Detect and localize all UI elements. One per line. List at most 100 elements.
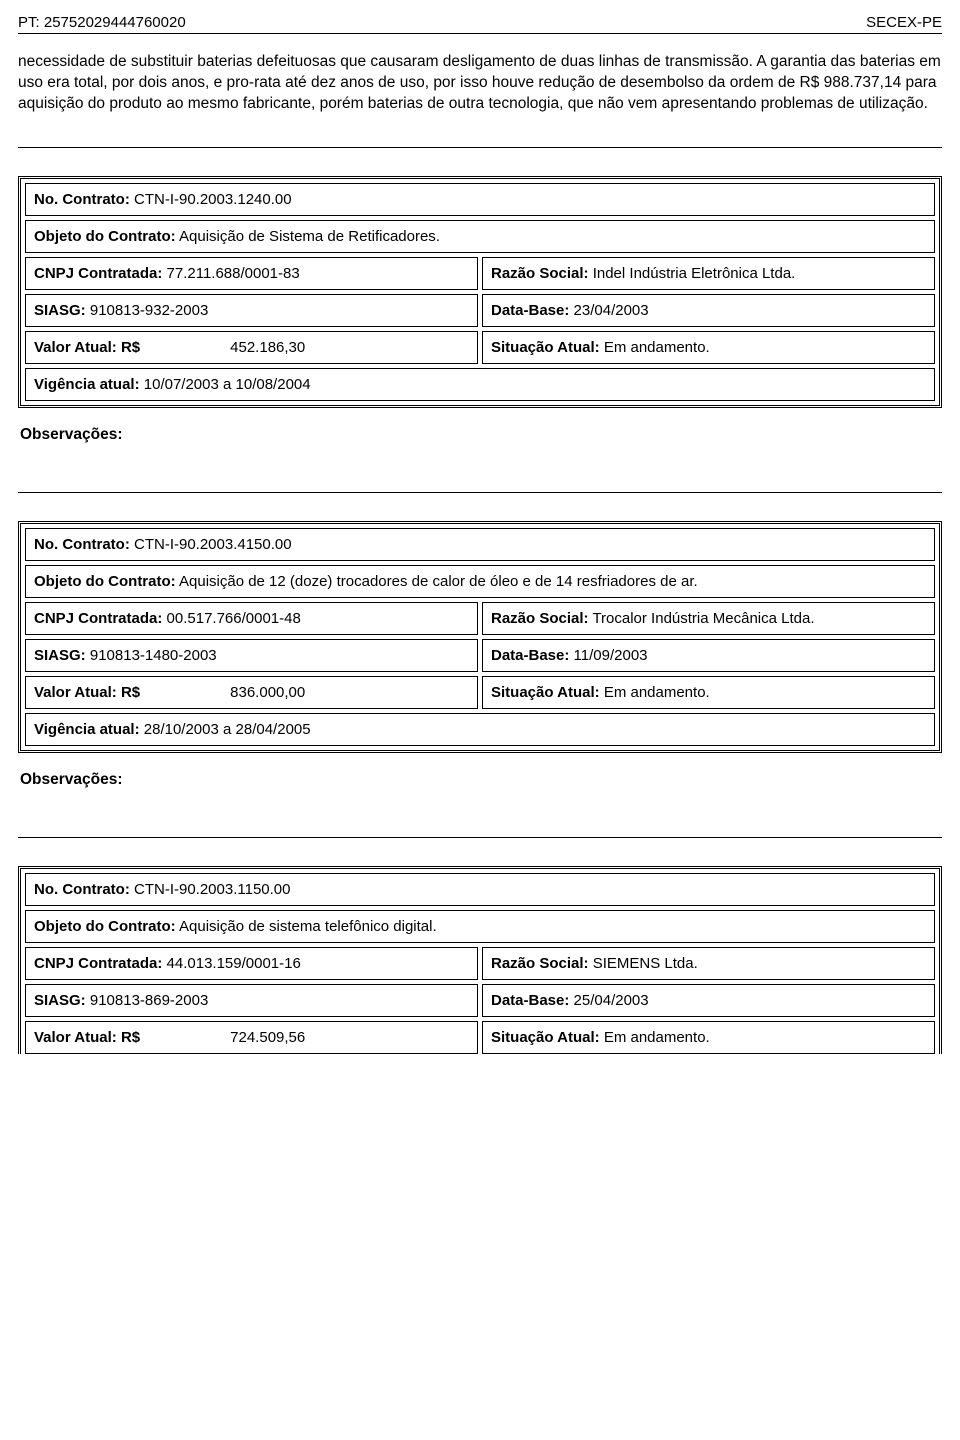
cnpj-razao-row: CNPJ Contratada: 00.517.766/0001-48 Razã… [25,602,935,635]
data-base-label: Data-Base: [491,992,569,1009]
cnpj-label: CNPJ Contratada: [34,265,162,282]
siasg-cell: SIASG: 910813-932-2003 [25,294,478,327]
cnpj-razao-row: CNPJ Contratada: 77.211.688/0001-83 Razã… [25,257,935,290]
section-separator [18,147,942,148]
siasg-databse-row: SIASG: 910813-1480-2003 Data-Base: 11/09… [25,639,935,672]
valor-label: Valor Atual: R$ [34,684,140,701]
page-header: PT: 25752029444760020 SECEX-PE [18,14,942,34]
valor-situacao-row: Valor Atual: R$ 836.000,00 Situação Atua… [25,676,935,709]
contract-object-label: Objeto do Contrato: [34,918,176,935]
situacao-label: Situação Atual: [491,1029,600,1046]
valor-cell: Valor Atual: R$ 836.000,00 [25,676,478,709]
header-right: SECEX-PE [866,14,942,31]
vigencia-value: 10/07/2003 a 10/08/2004 [144,376,311,393]
data-base-cell: Data-Base: 25/04/2003 [482,984,935,1017]
header-left: PT: 25752029444760020 [18,14,186,31]
cnpj-cell: CNPJ Contratada: 00.517.766/0001-48 [25,602,478,635]
contract-number-cell: No. Contrato: CTN-I-90.2003.4150.00 [25,528,935,561]
contract-number-label: No. Contrato: [34,191,130,208]
observacoes-heading: Observações: [20,426,942,444]
siasg-label: SIASG: [34,302,86,319]
data-base-label: Data-Base: [491,647,569,664]
valor-label: Valor Atual: R$ [34,1029,140,1046]
cnpj-cell: CNPJ Contratada: 44.013.159/0001-16 [25,947,478,980]
contract-number-value: CTN-I-90.2003.4150.00 [134,536,292,553]
vigencia-cell: Vigência atual: 10/07/2003 a 10/08/2004 [25,368,935,401]
valor-value: 452.186,30 [230,339,305,356]
vigencia-label: Vigência atual: [34,721,140,738]
razao-label: Razão Social: [491,265,589,282]
data-base-value: 23/04/2003 [574,302,649,319]
situacao-label: Situação Atual: [491,339,600,356]
contract-number-cell: No. Contrato: CTN-I-90.2003.1150.00 [25,873,935,906]
data-base-label: Data-Base: [491,302,569,319]
vigencia-label: Vigência atual: [34,376,140,393]
siasg-databse-row: SIASG: 910813-869-2003 Data-Base: 25/04/… [25,984,935,1017]
razao-label: Razão Social: [491,955,589,972]
siasg-cell: SIASG: 910813-869-2003 [25,984,478,1017]
data-base-cell: Data-Base: 23/04/2003 [482,294,935,327]
data-base-value: 11/09/2003 [574,647,648,664]
siasg-value: 910813-869-2003 [90,992,208,1009]
vigencia-value: 28/10/2003 a 28/04/2005 [144,721,311,738]
observacoes-heading: Observações: [20,771,942,789]
contract-number-label: No. Contrato: [34,881,130,898]
contract-object-label: Objeto do Contrato: [34,573,176,590]
cnpj-value: 77.211.688/0001-83 [167,265,300,282]
razao-cell: Razão Social: Indel Indústria Eletrônica… [482,257,935,290]
razao-cell: Razão Social: Trocalor Indústria Mecânic… [482,602,935,635]
contract-object-cell: Objeto do Contrato: Aquisição de Sistema… [25,220,935,253]
situacao-value: Em andamento. [604,684,710,701]
section-separator [18,492,942,493]
razao-value: SIEMENS Ltda. [593,955,698,972]
situacao-cell: Situação Atual: Em andamento. [482,1021,935,1054]
data-base-cell: Data-Base: 11/09/2003 [482,639,935,672]
razao-value: Indel Indústria Eletrônica Ltda. [593,265,796,282]
cnpj-cell: CNPJ Contratada: 77.211.688/0001-83 [25,257,478,290]
contract-object-value: Aquisição de sistema telefônico digital. [179,918,437,935]
situacao-cell: Situação Atual: Em andamento. [482,676,935,709]
cnpj-razao-row: CNPJ Contratada: 44.013.159/0001-16 Razã… [25,947,935,980]
valor-value: 836.000,00 [230,684,305,701]
valor-cell: Valor Atual: R$ 452.186,30 [25,331,478,364]
situacao-cell: Situação Atual: Em andamento. [482,331,935,364]
contract-number-value: CTN-I-90.2003.1240.00 [134,191,292,208]
contract-number-label: No. Contrato: [34,536,130,553]
valor-cell: Valor Atual: R$ 724.509,56 [25,1021,478,1054]
cnpj-value: 44.013.159/0001-16 [167,955,301,972]
siasg-label: SIASG: [34,647,86,664]
cnpj-value: 00.517.766/0001-48 [167,610,301,627]
valor-value: 724.509,56 [230,1029,305,1046]
razao-value: Trocalor Indústria Mecânica Ltda. [592,610,814,627]
intro-paragraph: necessidade de substituir baterias defei… [18,52,942,115]
contract-object-value: Aquisição de Sistema de Retificadores. [179,228,440,245]
contract-object-label: Objeto do Contrato: [34,228,176,245]
contract-object-value: Aquisição de 12 (doze) trocadores de cal… [179,573,698,590]
vigencia-cell: Vigência atual: 28/10/2003 a 28/04/2005 [25,713,935,746]
siasg-value: 910813-1480-2003 [90,647,217,664]
situacao-value: Em andamento. [604,1029,710,1046]
cnpj-label: CNPJ Contratada: [34,955,162,972]
siasg-databse-row: SIASG: 910813-932-2003 Data-Base: 23/04/… [25,294,935,327]
contract-number-value: CTN-I-90.2003.1150.00 [134,881,290,898]
situacao-value: Em andamento. [604,339,710,356]
section-separator [18,837,942,838]
data-base-value: 25/04/2003 [574,992,649,1009]
valor-label: Valor Atual: R$ [34,339,140,356]
cnpj-label: CNPJ Contratada: [34,610,162,627]
contract-block: No. Contrato: CTN-I-90.2003.1240.00 Obje… [18,176,942,408]
valor-situacao-row: Valor Atual: R$ 724.509,56 Situação Atua… [25,1021,935,1054]
contract-object-cell: Objeto do Contrato: Aquisição de 12 (doz… [25,565,935,598]
contract-block: No. Contrato: CTN-I-90.2003.1150.00 Obje… [18,866,942,1054]
header-pt-number: 25752029444760020 [44,14,186,31]
valor-situacao-row: Valor Atual: R$ 452.186,30 Situação Atua… [25,331,935,364]
situacao-label: Situação Atual: [491,684,600,701]
header-pt-label: PT: [18,14,40,31]
siasg-cell: SIASG: 910813-1480-2003 [25,639,478,672]
razao-cell: Razão Social: SIEMENS Ltda. [482,947,935,980]
siasg-value: 910813-932-2003 [90,302,208,319]
siasg-label: SIASG: [34,992,86,1009]
contract-object-cell: Objeto do Contrato: Aquisição de sistema… [25,910,935,943]
razao-label: Razão Social: [491,610,589,627]
contract-number-cell: No. Contrato: CTN-I-90.2003.1240.00 [25,183,935,216]
